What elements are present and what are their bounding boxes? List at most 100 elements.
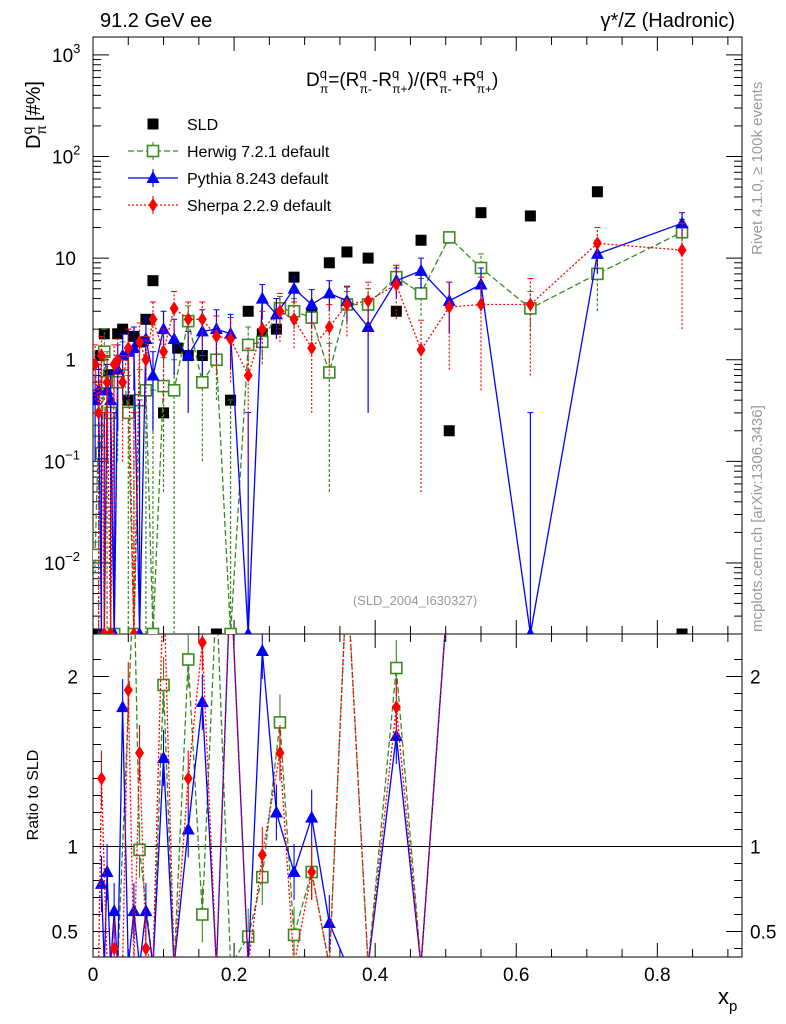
point-sherpa — [183, 312, 193, 327]
point-sherpa — [123, 341, 133, 356]
point-herwig — [139, 384, 153, 397]
point-sherpa — [169, 301, 179, 316]
point-pythia — [675, 216, 689, 229]
point-herwig — [442, 231, 456, 244]
ratio-point-pythia — [157, 751, 171, 764]
point-sherpa — [476, 297, 486, 312]
ratio-point-herwig — [181, 653, 195, 666]
ratio-point-sherpa — [141, 941, 151, 956]
ratio-series-sherpa — [96, 634, 446, 957]
point-sld — [158, 407, 170, 419]
point-herwig — [224, 627, 237, 634]
legend-item-pythia: Pythia 8.243 default — [128, 169, 329, 188]
main-ytick-label: 10−1 — [44, 447, 80, 473]
point-pythia — [146, 368, 160, 381]
ratio-point-pythia — [107, 904, 121, 917]
ratio-ytick-label-right: 1 — [750, 838, 761, 859]
point-pythia — [244, 627, 252, 634]
header-right-label: γ*/Z (Hadronic) — [601, 10, 735, 32]
legend-item-sld: SLD — [147, 117, 218, 134]
ratio-ytick-label-right: 2 — [750, 668, 761, 689]
point-sherpa — [96, 348, 106, 363]
ratio-axis-ticks: 0.5 0.5 1 1 2 2 0 0.2 0.4 0.6 0.8 — [52, 634, 776, 986]
point-herwig — [146, 627, 160, 634]
point-sherpa — [135, 334, 145, 349]
series-line-sherpa — [94, 242, 683, 634]
ratio-point-pythia — [287, 865, 301, 877]
series-line-pythia — [94, 222, 683, 634]
point-sld — [443, 425, 455, 437]
ratio-ytick-label: 1 — [67, 838, 78, 859]
ratio-panel-frame — [92, 633, 743, 958]
point-sherpa — [106, 627, 116, 634]
legend-label-herwig: Herwig 7.2.1 default — [187, 144, 330, 161]
point-sld — [591, 186, 603, 198]
point-sld — [415, 234, 427, 246]
legend-marker-herwig — [146, 144, 160, 158]
point-sherpa — [211, 329, 221, 344]
legend-marker-pythia — [146, 171, 160, 183]
ratio-ytick-label: 2 — [67, 668, 78, 689]
point-sherpa — [592, 236, 602, 251]
ratio-point-sherpa — [275, 746, 285, 760]
point-herwig — [414, 287, 428, 300]
point-sherpa — [444, 300, 454, 315]
point-herwig — [323, 366, 336, 379]
point-sld — [210, 628, 222, 634]
point-sherpa — [307, 341, 317, 356]
point-herwig — [167, 384, 181, 397]
x-axis-label: xp — [718, 984, 737, 1015]
plot-formula-title: Dq π=(Rq π--Rq π+)/(Rq π-+Rq π+) — [306, 66, 498, 96]
point-pythia — [135, 627, 144, 634]
header-left-label: 91.2 GeV ee — [100, 10, 212, 32]
analysis-watermark: (SLD_2004_I630327) — [353, 593, 477, 608]
ratio-point-sherpa — [109, 941, 119, 956]
ratio-point-pythia — [269, 805, 283, 818]
point-pythia — [157, 322, 171, 335]
point-pythia — [590, 246, 604, 259]
point-sherpa — [677, 243, 687, 258]
ratio-ytick-label-right: 0.5 — [750, 923, 776, 944]
ratio-point-pythia — [255, 644, 269, 656]
main-ylabel: Dqπ[#%] — [19, 81, 49, 149]
mcplots-caption: mcplots.cern.ch [arXiv:1306.3436] — [749, 405, 766, 632]
legend-label-sld: SLD — [187, 117, 218, 134]
ratio-point-pythia — [322, 916, 336, 928]
main-ytick-label: 10−2 — [44, 549, 80, 575]
ratio-point-sherpa — [135, 746, 145, 760]
point-sld — [475, 207, 487, 219]
ratio-point-herwig — [241, 930, 255, 943]
ratio-point-sherpa — [123, 683, 133, 698]
point-herwig — [241, 338, 255, 352]
xtick-label: 0.2 — [221, 965, 247, 986]
ratio-series-herwig — [117, 634, 446, 957]
point-pythia — [526, 627, 535, 634]
ratio-point-pythia — [181, 822, 195, 835]
ratio-ylabel: Ratio to SLD — [25, 750, 42, 841]
ratio-point-pythia — [127, 904, 141, 917]
main-plot-area — [93, 186, 689, 634]
point-sherpa — [118, 375, 128, 390]
ratio-point-pythia — [100, 865, 114, 877]
legend-label-sherpa: Sherpa 2.2.9 default — [187, 198, 332, 215]
svg-text:Dqπ[#%]: Dqπ[#%] — [19, 81, 49, 149]
ratio-point-pythia — [305, 810, 319, 823]
point-pythia — [287, 281, 301, 294]
ratio-point-sherpa — [96, 771, 106, 786]
ratio-point-herwig — [157, 678, 170, 692]
main-ytick-label: 103 — [52, 41, 80, 67]
ratio-point-pythia — [195, 695, 209, 707]
xtick-label: 0.4 — [362, 965, 389, 986]
point-sherpa — [289, 312, 299, 327]
point-sherpa — [243, 368, 253, 383]
legend-marker-sherpa — [148, 198, 158, 212]
point-sld — [362, 252, 374, 264]
legend-marker-sld — [147, 118, 159, 130]
main-ytick-label: 10 — [55, 249, 76, 270]
xtick-label: 0 — [88, 965, 99, 986]
point-sherpa — [141, 352, 151, 367]
point-pythia — [255, 291, 269, 304]
point-pythia — [361, 319, 375, 332]
point-sherpa — [391, 277, 401, 292]
